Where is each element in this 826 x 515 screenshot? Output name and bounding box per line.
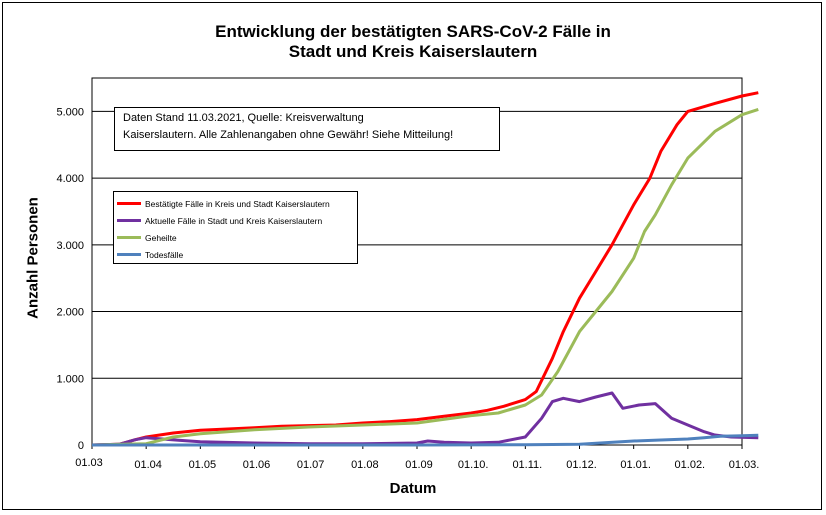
series-line [91,391,759,447]
legend-swatch-deaths [117,253,141,256]
legend-swatch-confirmed [117,202,141,205]
legend-item: Bestätigte Fälle in Kreis und Stadt Kais… [117,195,357,212]
series-line [91,107,759,447]
x-tick-label: 01.09 [405,459,433,471]
x-tick-label: 01.07 [297,459,325,471]
legend-swatch-active [117,219,141,222]
note-line-1: Daten Stand 11.03.2021, Quelle: Kreisver… [123,112,364,124]
tick-label-layer: 0 1.000 2.000 3.000 4.000 5.000 01.03 01.04 01.0… [56,106,759,471]
y-axis-label: Anzahl Personen [24,197,42,319]
y-tick-label: 1.000 [56,373,84,385]
x-tick-label: 01.03. [729,459,760,471]
legend-label-deaths: Todesfälle [145,249,184,260]
legend-item: Geheilte [117,229,357,246]
y-tick-label: 3.000 [56,240,84,252]
x-tick-label: 01.06 [243,459,271,471]
x-axis-label: Datum [389,480,437,497]
legend-label-recovered: Geheilte [145,232,177,243]
legend: Bestätigte Fälle in Kreis und Stadt Kais… [113,191,358,264]
x-tick-label: 01.08 [351,459,379,471]
x-tick-label: 01.12. [566,459,597,471]
y-tick-label: 4.000 [56,173,84,185]
series-line [92,433,759,447]
x-tick-label: 01.01. [620,459,651,471]
x-tick-label: 01.11. [512,459,542,471]
x-tick-label: 01.03 [75,457,103,469]
series-line [91,91,759,447]
legend-label-confirmed: Bestätigte Fälle in Kreis und Stadt Kais… [145,198,330,209]
x-tick-label: 01.10. [458,459,489,471]
y-tick-label: 0 [78,440,84,452]
x-tick-label: 01.02. [675,459,706,471]
chart-title-line2: Stadt und Kreis Kaiserslautern [288,42,538,61]
x-tick-label: 01.05 [189,459,217,471]
note-line-2: Kaiserslautern. Alle Zahlenangaben ohne … [123,129,454,141]
chart-title: Entwicklung der bestätigten SARS-CoV-2 F… [215,22,611,41]
legend-item: Aktuelle Fälle in Stadt und Kreis Kaiser… [117,212,357,229]
data-source-note: Daten Stand 11.03.2021, Quelle: Kreisver… [114,107,500,151]
legend-item: Todesfälle [117,246,357,263]
legend-label-active: Aktuelle Fälle in Stadt und Kreis Kaiser… [145,215,323,226]
series-layer [91,91,759,447]
x-tick-label: 01.04 [134,459,162,471]
y-tick-label: 2.000 [56,307,84,319]
y-tick-label: 5.000 [56,106,84,118]
legend-swatch-recovered [117,236,141,239]
